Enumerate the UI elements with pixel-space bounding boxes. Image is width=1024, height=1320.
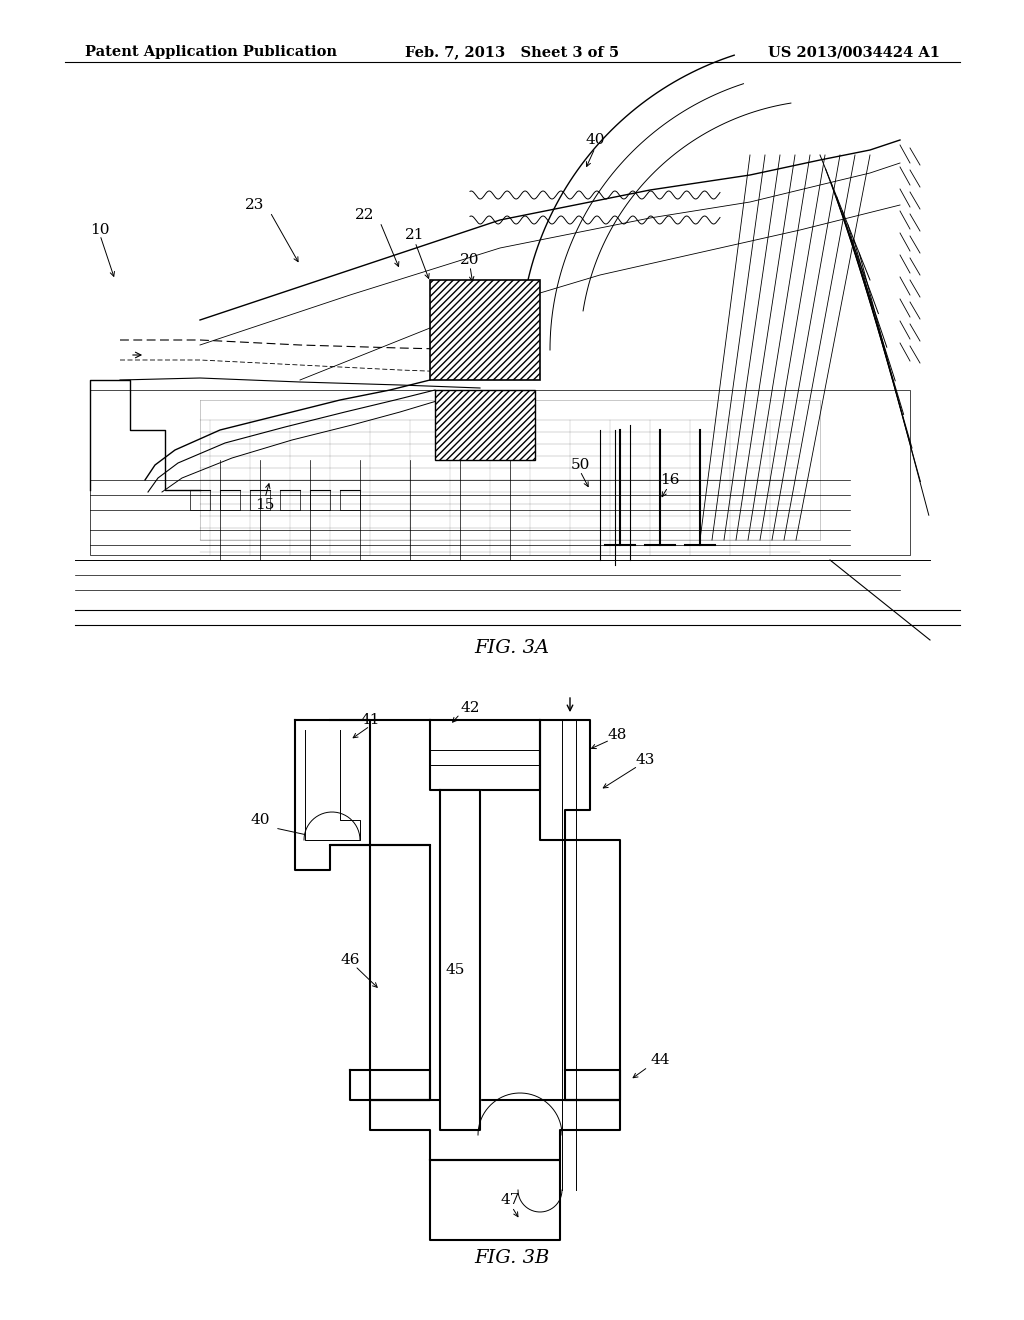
Text: 20: 20	[460, 253, 480, 267]
Text: 48: 48	[607, 729, 627, 742]
Text: Patent Application Publication: Patent Application Publication	[85, 45, 337, 59]
Text: 16: 16	[660, 473, 680, 487]
Polygon shape	[295, 719, 370, 870]
Bar	[435, 389, 535, 459]
Bar	[90, 389, 910, 554]
Text: 47: 47	[501, 1193, 520, 1206]
Text: Feb. 7, 2013   Sheet 3 of 5: Feb. 7, 2013 Sheet 3 of 5	[404, 45, 620, 59]
Text: 23: 23	[246, 198, 264, 213]
Text: 21: 21	[406, 228, 425, 242]
Text: 42: 42	[460, 701, 480, 715]
Text: 10: 10	[90, 223, 110, 238]
Text: FIG. 3B: FIG. 3B	[474, 1249, 550, 1267]
Text: 43: 43	[635, 752, 654, 767]
Polygon shape	[430, 1160, 560, 1239]
Polygon shape	[565, 840, 620, 1100]
Polygon shape	[430, 719, 540, 789]
Text: US 2013/0034424 A1: US 2013/0034424 A1	[768, 45, 940, 59]
Text: 22: 22	[355, 209, 375, 222]
Text: 46: 46	[340, 953, 359, 968]
Polygon shape	[565, 1071, 620, 1100]
Text: 44: 44	[650, 1053, 670, 1067]
Bar	[430, 280, 540, 380]
Text: 45: 45	[445, 964, 465, 977]
Polygon shape	[440, 789, 480, 1130]
Polygon shape	[370, 1100, 620, 1160]
Text: 40: 40	[250, 813, 269, 828]
Text: 41: 41	[360, 713, 380, 727]
Text: 15: 15	[255, 498, 274, 512]
Polygon shape	[370, 845, 430, 1100]
Text: 40: 40	[586, 133, 605, 147]
Text: FIG. 3A: FIG. 3A	[474, 639, 550, 657]
Polygon shape	[540, 719, 590, 840]
Polygon shape	[350, 1071, 430, 1100]
Polygon shape	[305, 730, 360, 840]
Text: 50: 50	[570, 458, 590, 473]
